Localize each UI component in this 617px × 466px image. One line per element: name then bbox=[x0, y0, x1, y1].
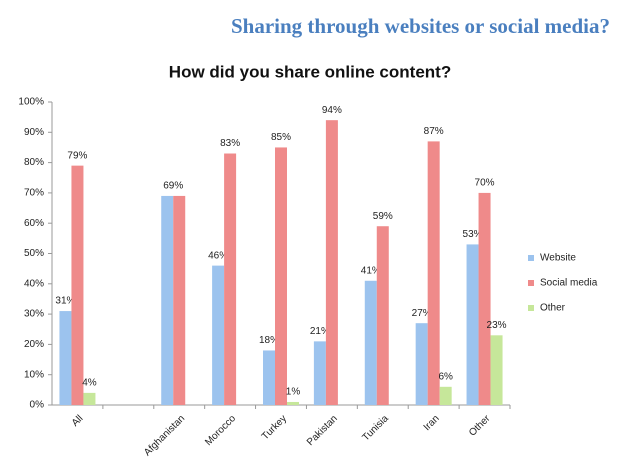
bar bbox=[490, 335, 503, 405]
bar bbox=[161, 195, 174, 405]
y-tick-label: 30% bbox=[24, 309, 44, 320]
page-heading: Sharing through websites or social media… bbox=[231, 14, 610, 38]
data-label: 85% bbox=[271, 132, 291, 143]
data-label: 27% bbox=[412, 308, 432, 319]
x-tick-label: All bbox=[70, 413, 86, 429]
y-tick-label: 80% bbox=[24, 157, 44, 168]
data-label: 94% bbox=[322, 105, 342, 116]
data-label: 59% bbox=[373, 211, 393, 222]
x-tick-label: Afghanistan bbox=[142, 413, 187, 458]
bar bbox=[364, 280, 377, 405]
data-label: 53% bbox=[463, 229, 483, 240]
x-tick-label: Turkey bbox=[260, 413, 289, 442]
data-label: 83% bbox=[220, 138, 240, 149]
y-tick-label: 0% bbox=[30, 400, 45, 411]
bar bbox=[173, 195, 186, 405]
bar bbox=[478, 192, 491, 405]
data-label: 23% bbox=[487, 320, 507, 331]
legend-label: Website bbox=[540, 253, 576, 264]
y-tick-label: 20% bbox=[24, 339, 44, 350]
bar bbox=[287, 401, 299, 405]
data-label: 1% bbox=[286, 387, 301, 398]
x-tick-label: Pakistan bbox=[305, 413, 340, 448]
bar bbox=[71, 165, 84, 405]
legend-label: Other bbox=[540, 303, 566, 314]
bar bbox=[212, 265, 225, 405]
y-tick-label: 70% bbox=[24, 188, 44, 199]
bar bbox=[275, 147, 287, 405]
bar bbox=[415, 323, 428, 405]
legend-swatch bbox=[528, 255, 534, 261]
bar bbox=[325, 120, 338, 406]
data-label: 87% bbox=[424, 126, 444, 137]
data-label: 46% bbox=[208, 250, 228, 261]
bar bbox=[376, 226, 389, 405]
x-tick-label: Morocco bbox=[203, 413, 238, 448]
bar bbox=[466, 244, 479, 405]
y-tick-label: 100% bbox=[18, 97, 44, 108]
data-label: 4% bbox=[82, 378, 97, 389]
legend-swatch bbox=[528, 280, 534, 286]
data-label: 31% bbox=[55, 296, 75, 307]
bar bbox=[83, 392, 96, 405]
y-tick-label: 50% bbox=[24, 248, 44, 259]
bar bbox=[313, 341, 326, 405]
data-label: 69% bbox=[163, 181, 183, 192]
data-label: 6% bbox=[438, 371, 453, 382]
data-label: 41% bbox=[361, 265, 381, 276]
x-tick-label: Tunisia bbox=[360, 413, 391, 444]
bar bbox=[427, 141, 440, 405]
bar bbox=[59, 311, 72, 405]
legend-swatch bbox=[528, 305, 534, 311]
x-tick-label: Other bbox=[467, 413, 493, 439]
bar bbox=[439, 386, 452, 405]
bar bbox=[263, 350, 275, 405]
bar bbox=[224, 153, 237, 405]
y-tick-label: 60% bbox=[24, 218, 44, 229]
y-tick-label: 40% bbox=[24, 278, 44, 289]
data-label: 18% bbox=[259, 335, 279, 346]
legend-label: Social media bbox=[540, 278, 598, 289]
x-tick-label: Iran bbox=[422, 413, 442, 433]
y-tick-label: 10% bbox=[24, 369, 44, 380]
data-label: 79% bbox=[67, 150, 87, 161]
chart-title: How did you share online content? bbox=[169, 62, 451, 81]
data-label: 70% bbox=[475, 178, 495, 189]
y-tick-label: 90% bbox=[24, 127, 44, 138]
data-label: 21% bbox=[310, 326, 330, 337]
